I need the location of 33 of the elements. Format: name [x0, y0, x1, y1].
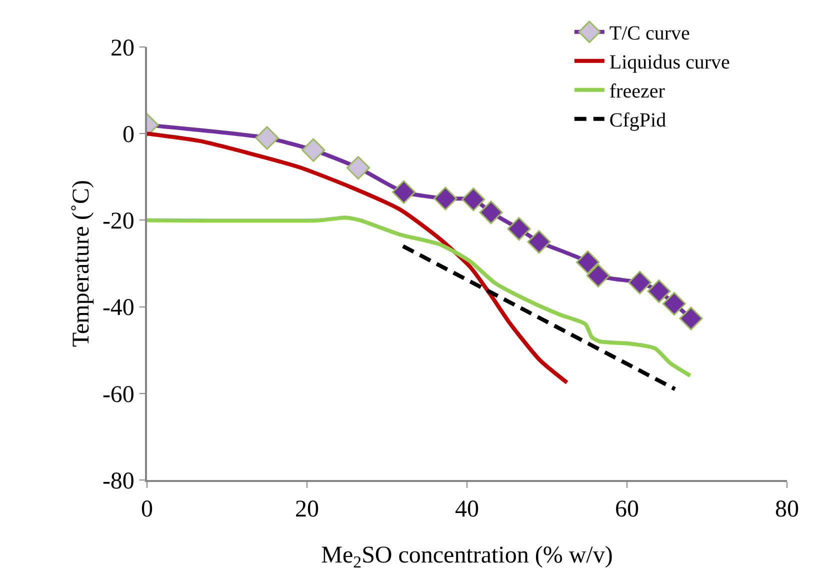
y-tick-label: -80 — [102, 468, 134, 494]
x-tick-label: 60 — [615, 496, 639, 523]
point — [255, 126, 279, 150]
legend-label: CfgPid — [609, 110, 666, 132]
point — [628, 270, 652, 294]
point — [479, 200, 503, 224]
point — [647, 279, 671, 304]
point — [302, 138, 326, 162]
point — [346, 156, 370, 180]
point — [392, 180, 416, 204]
x-tick-label: 80 — [775, 496, 799, 523]
x-tick-label: 0 — [141, 496, 153, 523]
y-tick-label: 20 — [110, 35, 134, 62]
x-tick-label: 40 — [455, 496, 479, 523]
line-series — [147, 216, 692, 378]
x-axis-title: Me$_{2}$SO concentration (% w/v) — [321, 542, 613, 572]
point — [527, 230, 551, 254]
point — [586, 264, 610, 288]
y-tick-label: -40 — [102, 295, 134, 322]
y-tick-label: -60 — [102, 382, 134, 408]
point — [662, 292, 686, 316]
legend-label: T/C curve — [609, 22, 690, 45]
y-axis-title: Temperature (˚C) — [68, 180, 94, 347]
y-tick-label: -20 — [102, 208, 134, 235]
legend-label: Liquidus curve — [609, 52, 730, 74]
legend-label: freezer — [609, 80, 666, 103]
y-tick-label: 0 — [122, 122, 134, 148]
point — [434, 186, 458, 210]
x-tick-label: 20 — [295, 496, 319, 523]
point — [507, 217, 531, 241]
point — [576, 250, 600, 274]
point — [462, 188, 486, 212]
point — [679, 306, 703, 330]
